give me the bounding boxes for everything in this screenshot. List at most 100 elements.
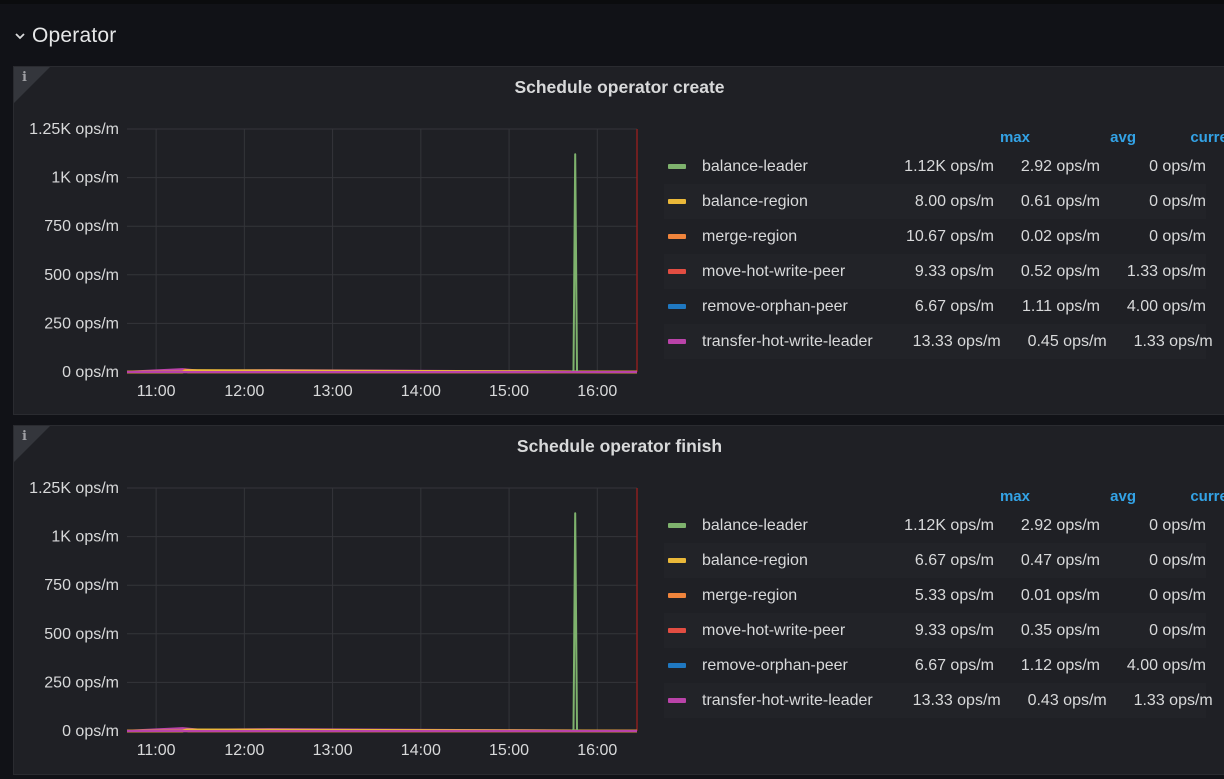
legend-item-balance-leader[interactable]: balance-leader 1.12K ops/m 2.92 ops/m 0 ops… — [664, 149, 1206, 184]
legend-item-remove-orphan-peer[interactable]: remove-orphan-peer 6.67 ops/m 1.11 ops/m 4.… — [664, 289, 1206, 324]
series-name[interactable]: move-hot-write-peer — [702, 262, 846, 280]
info-corner[interactable] — [14, 426, 50, 462]
series-avg: 0.52 ops/m — [1020, 262, 1100, 280]
series-color-swatch[interactable] — [668, 164, 686, 169]
panel-schedule-operator-finish: i Schedule operator finish 0 ops/m 250 op… — [13, 425, 1224, 775]
series-color-swatch[interactable] — [668, 304, 686, 309]
x-tick-label: 13:00 — [313, 383, 353, 400]
series-color-swatch[interactable] — [668, 558, 686, 563]
legend-header-avg[interactable]: avg — [1110, 128, 1136, 146]
series-name[interactable]: balance-leader — [702, 516, 808, 534]
series-color-swatch[interactable] — [668, 234, 686, 239]
series-avg: 1.11 ops/m — [1022, 297, 1100, 315]
legend-header-current[interactable]: current — [1190, 487, 1224, 505]
legend-table: max avg current balance-leader 1.12K ops/… — [664, 125, 1224, 359]
x-tick-label: 12:00 — [224, 383, 264, 400]
x-tick-label: 15:00 — [489, 742, 529, 759]
series-avg: 1.12 ops/m — [1020, 656, 1100, 674]
y-tick-label: 1.25K ops/m — [29, 121, 119, 138]
series-avg: 0.45 ops/m — [1027, 332, 1107, 350]
legend-item-move-hot-write-peer[interactable]: move-hot-write-peer 9.33 ops/m 0.35 ops/m 0… — [664, 613, 1206, 648]
legend-header-max[interactable]: max — [999, 128, 1030, 146]
series-name[interactable]: remove-orphan-peer — [702, 297, 848, 315]
series-max: 10.67 ops/m — [905, 227, 994, 245]
series-max: 1.12K ops/m — [904, 516, 994, 534]
legend-item-balance-region[interactable]: balance-region 6.67 ops/m 0.47 ops/m 0 ops/… — [664, 543, 1206, 578]
grid-lines — [127, 128, 638, 373]
legend-item-transfer-hot-write-leader[interactable]: transfer-hot-write-leader 13.33 ops/m 0.43… — [664, 683, 1213, 718]
x-tick-label: 14:00 — [401, 383, 441, 400]
legend-item-move-hot-write-peer[interactable]: move-hot-write-peer 9.33 ops/m 0.52 ops/m 1… — [664, 254, 1206, 289]
x-tick-label: 11:00 — [137, 383, 176, 400]
legend-table: max avg current balance-leader 1.12K ops/… — [664, 484, 1224, 718]
series-name[interactable]: move-hot-write-peer — [702, 621, 846, 639]
series-lines — [126, 512, 638, 733]
series-name[interactable]: merge-region — [702, 227, 798, 245]
legend-header-max[interactable]: max — [999, 487, 1030, 505]
x-tick-label: 16:00 — [577, 383, 617, 400]
series-max: 1.12K ops/m — [904, 157, 994, 175]
series-avg: 0.61 ops/m — [1020, 192, 1100, 210]
series-current: 4.00 ops/m — [1126, 297, 1206, 315]
series-color-swatch[interactable] — [668, 523, 686, 528]
legend-item-merge-region[interactable]: merge-region 10.67 ops/m 0.02 ops/m 0 ops/m — [664, 219, 1206, 254]
series-name[interactable]: remove-orphan-peer — [702, 656, 848, 674]
series-current: 0 ops/m — [1149, 551, 1206, 569]
x-tick-label: 12:00 — [224, 742, 264, 759]
legend-item-remove-orphan-peer[interactable]: remove-orphan-peer 6.67 ops/m 1.12 ops/m 4.… — [664, 648, 1206, 683]
row-title: Operator — [32, 24, 117, 47]
legend-item-merge-region[interactable]: merge-region 5.33 ops/m 0.01 ops/m 0 ops/m — [664, 578, 1206, 613]
series-avg: 0.43 ops/m — [1027, 691, 1107, 709]
legend-header-avg[interactable]: avg — [1110, 487, 1136, 505]
series-current: 0 ops/m — [1149, 157, 1206, 175]
legend-rows: balance-leader 1.12K ops/m 2.92 ops/m 0 ops… — [664, 149, 1213, 359]
series-name[interactable]: transfer-hot-write-leader — [702, 332, 873, 350]
series-color-swatch[interactable] — [668, 199, 686, 204]
series-max: 9.33 ops/m — [914, 262, 994, 280]
series-avg: 2.92 ops/m — [1020, 157, 1100, 175]
series-color-swatch[interactable] — [668, 663, 686, 668]
series-color-swatch[interactable] — [668, 269, 686, 274]
series-current: 1.33 ops/m — [1133, 332, 1213, 350]
series-avg: 0.35 ops/m — [1020, 621, 1100, 639]
graph-plot[interactable]: 0 ops/m 250 ops/m 500 ops/m 750 ops/m 1K ops… — [14, 67, 654, 414]
graph-plot[interactable]: 0 ops/m 250 ops/m 500 ops/m 750 ops/m 1K ops… — [14, 426, 654, 774]
panel-title[interactable]: Schedule operator finish — [516, 436, 723, 456]
series-current: 0 ops/m — [1149, 227, 1206, 245]
series-avg: 0.01 ops/m — [1020, 586, 1100, 604]
x-tick-label: 16:00 — [577, 742, 617, 759]
legend-item-balance-region[interactable]: balance-region 8.00 ops/m 0.61 ops/m 0 ops/… — [664, 184, 1206, 219]
series-name[interactable]: balance-leader — [702, 157, 808, 175]
series-name[interactable]: transfer-hot-write-leader — [702, 691, 873, 709]
chevron-down-icon — [15, 33, 25, 40]
y-tick-label: 250 ops/m — [44, 315, 119, 332]
x-tick-label: 11:00 — [137, 742, 176, 759]
x-axis: 11:00 12:00 13:00 14:00 15:00 16:00 — [137, 383, 618, 400]
row-header-operator[interactable]: Operator — [14, 22, 116, 50]
series-color-swatch[interactable] — [668, 339, 686, 344]
series-color-swatch[interactable] — [668, 628, 686, 633]
series-color-swatch[interactable] — [668, 698, 686, 703]
legend-header-current[interactable]: current — [1190, 128, 1224, 146]
legend-item-balance-leader[interactable]: balance-leader 1.12K ops/m 2.92 ops/m 0 ops… — [664, 508, 1206, 543]
info-corner[interactable] — [14, 67, 50, 103]
legend-item-transfer-hot-write-leader[interactable]: transfer-hot-write-leader 13.33 ops/m 0.45… — [664, 324, 1213, 359]
series-name[interactable]: balance-region — [702, 551, 808, 569]
panel-title[interactable]: Schedule operator create — [514, 77, 725, 97]
y-tick-label: 0 ops/m — [62, 364, 119, 381]
info-icon[interactable]: i — [22, 429, 27, 444]
legend-header: max avg current — [664, 125, 1224, 149]
series-max: 9.33 ops/m — [914, 621, 994, 639]
series-avg: 0.02 ops/m — [1020, 227, 1100, 245]
x-tick-label: 13:00 — [313, 742, 353, 759]
y-tick-label: 500 ops/m — [44, 267, 119, 284]
series-current: 4.00 ops/m — [1126, 656, 1206, 674]
y-tick-label: 500 ops/m — [44, 626, 119, 643]
x-tick-label: 15:00 — [489, 383, 529, 400]
series-color-swatch[interactable] — [668, 593, 686, 598]
info-icon[interactable]: i — [22, 70, 27, 85]
series-name[interactable]: balance-region — [702, 192, 808, 210]
series-name[interactable]: merge-region — [702, 586, 798, 604]
top-strip — [0, 0, 1224, 4]
series-current: 1.33 ops/m — [1133, 691, 1213, 709]
